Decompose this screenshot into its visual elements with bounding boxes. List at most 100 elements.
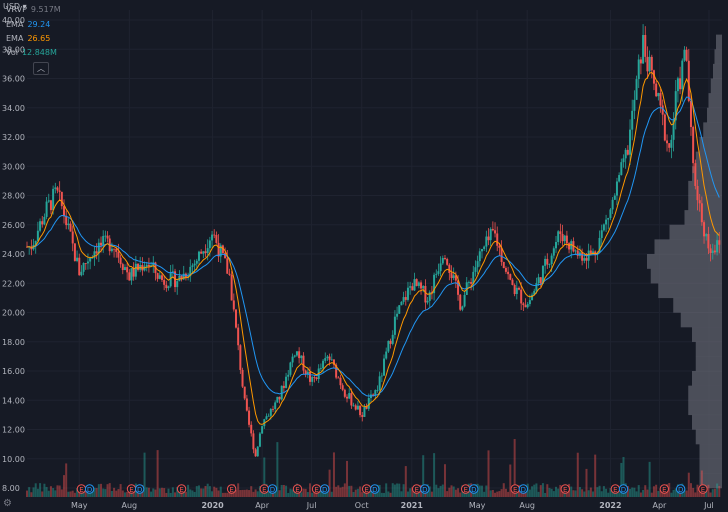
volume-bar-208 [478,485,481,497]
profile-bar-24 [703,122,722,138]
earnings-marker-22[interactable]: E [659,484,670,494]
candle-body-79 [197,251,200,261]
candle-body-170 [396,313,399,317]
dividend-marker-12[interactable]: D [370,484,380,494]
volume-bar-196 [452,486,455,497]
candle-body-107 [258,433,261,447]
candle-body-295 [668,143,671,148]
candle-body-299 [676,78,679,92]
volume-bar-59 [154,489,157,497]
volume-bar-120 [287,492,290,497]
volume-bar-175 [406,491,409,497]
volume-bar-57 [150,491,153,497]
candle-body-271 [615,181,618,196]
volume-bar-154 [361,492,364,497]
gear-icon[interactable]: ⚙ [3,498,12,509]
candle-body-249 [568,243,571,250]
earnings-marker-13[interactable]: E [411,484,422,494]
volume-bar-143 [337,485,340,497]
candle-body-204 [470,282,473,284]
earnings-marker-15[interactable]: E [460,484,471,494]
dividend-marker-16[interactable]: D [469,484,479,494]
earnings-marker-19[interactable]: E [560,484,570,494]
volume-bar-111 [267,491,270,497]
candle-body-130 [309,371,312,382]
candle-body-39 [110,248,113,252]
dividend-marker-10[interactable]: D [320,484,330,494]
volume-bar-6 [39,483,42,497]
earnings-marker-4[interactable]: E [176,484,187,494]
dividend-marker-14[interactable]: D [420,484,430,494]
volume-bar-254 [578,487,581,497]
candle-body-308 [696,186,699,201]
candle-body-218 [500,247,503,263]
dividend-marker-18[interactable]: D [518,484,529,494]
dividend-marker-23[interactable]: D [675,484,686,494]
volume-bar-172 [400,491,403,497]
earnings-marker-8[interactable]: E [292,484,303,494]
legend-ema-fast[interactable]: EMA 26.65 [6,34,50,43]
marker-label-18: D [521,486,526,494]
volume-bar-88 [217,490,220,497]
candle-body-188 [435,273,438,275]
candle-body-159 [372,394,375,396]
dividend-marker-21[interactable]: D [618,484,629,494]
earnings-marker-24[interactable]: E [698,484,708,494]
chevron-up-icon[interactable]: ︿ [33,62,49,75]
earnings-marker-9[interactable]: E [311,484,322,494]
y-tick-label-2: 36.00 [2,75,25,84]
candle-body-30 [91,257,94,259]
candle-body-106 [256,446,259,457]
earnings-marker-6[interactable]: E [259,484,269,494]
x-tick-label-9: 2022 [599,501,621,510]
earnings-marker-0[interactable]: E [76,484,87,494]
volume-bar-12 [52,488,55,497]
profile-bar-29 [714,49,722,65]
legend-vol[interactable]: Vol 12.848M [6,48,57,57]
volume-bar-277 [629,488,632,497]
volume-bar-60 [156,450,159,497]
legend-ema-slow[interactable]: EMA 29.24 [6,20,50,29]
candle-body-231 [528,300,531,305]
candle-body-240 [548,264,551,265]
volume-bar-297 [672,489,675,497]
y-tick-label-14: 12.00 [2,426,25,435]
volume-bar-318 [718,486,721,497]
earnings-marker-17[interactable]: E [510,484,520,494]
volume-bar-214 [491,489,494,497]
volume-bar-218 [500,489,503,497]
candle-body-145 [341,385,344,390]
volume-bar-51 [137,491,140,497]
dividend-marker-7[interactable]: D [267,484,278,494]
earnings-marker-11[interactable]: E [361,484,372,494]
volume-bar-63 [163,488,166,497]
volume-bar-70 [178,490,181,497]
legend-vrvp-name: VRVP [6,5,27,14]
legend-vrvp[interactable]: VRVP 9.517M [6,5,61,14]
candle-body-260 [592,251,595,254]
y-tick-label-9: 22.00 [2,279,25,288]
y-tick-label-11: 18.00 [2,338,25,347]
volume-bar-177 [411,487,414,497]
volume-bar-83 [206,483,209,497]
profile-bar-8 [695,356,722,372]
dividend-marker-1[interactable]: D [84,484,95,494]
volume-bar-2 [30,492,33,497]
candle-body-15 [58,190,61,192]
volume-bar-169 [393,484,396,497]
volume-bar-29 [89,492,92,497]
earnings-marker-20[interactable]: E [610,484,621,494]
candle-body-115 [276,396,279,403]
candle-body-82 [204,251,207,254]
volume-bar-21 [71,490,74,497]
earnings-marker-2[interactable]: E [126,484,137,494]
candle-body-144 [339,377,342,386]
earnings-marker-5[interactable]: E [226,484,237,494]
volume-bar-16 [60,489,63,497]
marker-circle-21 [618,484,629,494]
dividend-marker-3[interactable]: D [134,484,145,494]
candle-body-208 [478,251,481,262]
currency-selector[interactable]: USD ▾ [3,2,27,11]
candle-body-102 [248,410,251,425]
